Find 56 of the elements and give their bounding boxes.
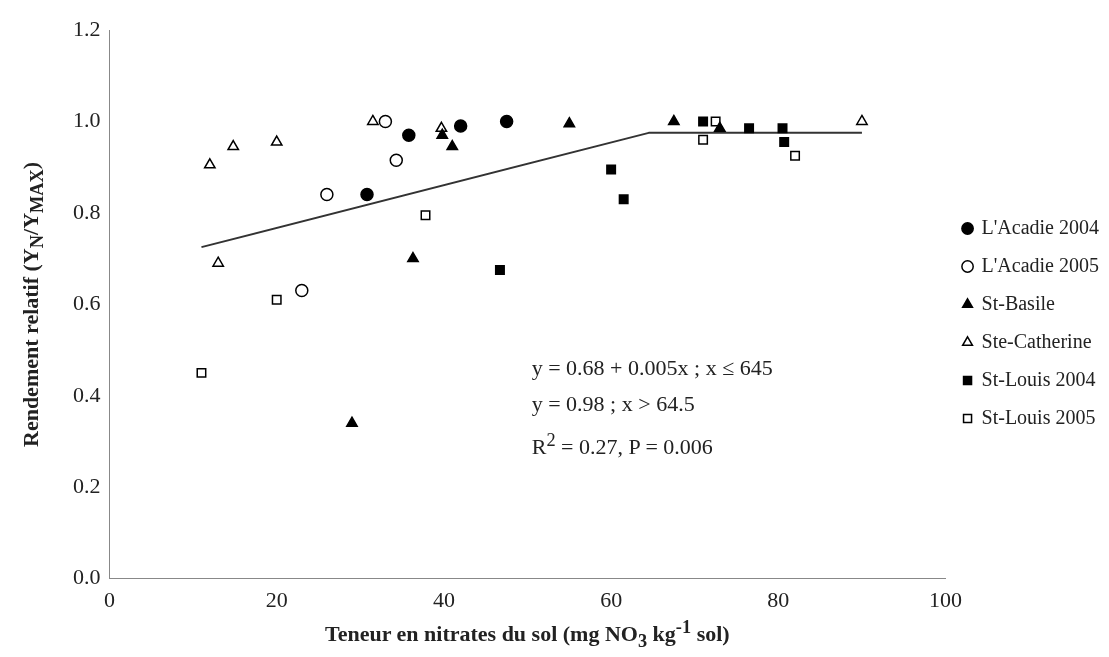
point [698,116,709,127]
point [203,158,216,169]
point [271,294,282,305]
annotation: y = 0.68 + 0.005x ; x ≤ 645 [531,354,773,382]
y-tick-label: 0.0 [73,564,101,590]
y-tick-label: 0.2 [73,472,101,498]
point [494,265,505,276]
legend-label: St-Basile [981,291,1055,314]
x-axis-title: Teneur en nitrates du sol (mg NO$_{3}$ kg$^{-1}$ sol) [325,616,730,652]
point [366,114,379,126]
point [436,128,449,139]
legend-label: L'Acadie 2005 [981,253,1099,276]
point [779,137,790,147]
x-tick-label: 60 [600,586,623,612]
legend-label: L'Acadie 2004 [981,215,1099,238]
point [389,153,404,168]
point [667,114,680,126]
legend-label: Ste-Catherine [981,329,1092,352]
point [563,116,576,128]
point [790,150,801,161]
point [698,134,709,145]
y-tick-label: 0.6 [73,290,101,316]
point [378,114,393,129]
point [446,139,459,151]
x-tick-label: 0 [104,586,115,612]
point [212,256,225,267]
annotation: y = 0.98 ; x > 64.5 [531,390,696,418]
point [713,121,726,133]
y-tick-label: 0.4 [73,381,101,407]
y-tick-label: 1.2 [73,15,101,41]
point [227,139,240,151]
point [856,114,868,126]
point [499,114,514,129]
x-tick-label: 100 [929,586,963,612]
annotation: R$^{2}$ = 0.27, P = 0.006 [531,429,714,462]
point [402,128,416,142]
point [270,135,283,146]
point [453,119,468,133]
point [346,416,358,427]
y-tick-label: 0.8 [73,198,101,224]
point [196,367,207,378]
point [360,187,374,202]
point [618,194,629,205]
point [407,251,419,263]
x-tick-label: 40 [432,586,455,612]
legend-label: St-Louis 2005 [981,405,1096,428]
point [420,210,431,221]
point [777,123,788,134]
x-tick-label: 20 [265,586,288,612]
point [320,187,334,202]
y-tick-label: 1.0 [73,107,101,133]
point [744,123,755,134]
legend-label: St-Louis 2004 [981,367,1096,390]
point [606,164,617,175]
x-tick-label: 80 [767,586,790,612]
point [295,283,309,298]
